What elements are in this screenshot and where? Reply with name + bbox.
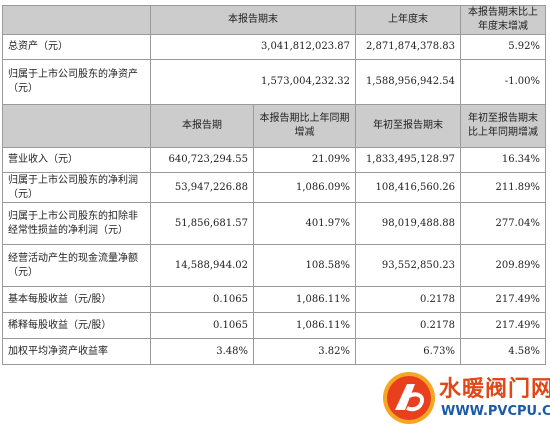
- cell-value: 640,723,294.55: [150, 147, 254, 173]
- cell-value: 5.92%: [460, 34, 546, 60]
- table-row: 加权平均净资产收益率 3.48% 3.82% 6.73% 4.58%: [2, 338, 546, 365]
- row-label: 总资产（元）: [2, 34, 151, 60]
- cell-value: 211.89%: [460, 172, 546, 203]
- cell-value: 53,947,226.88: [150, 172, 254, 203]
- row-label: 经营活动产生的现金流量净额（元）: [2, 244, 151, 287]
- cell-value: 3,041,812,023.87: [150, 34, 356, 60]
- table-row: 归属于上市公司股东的净资产（元） 1,573,004,232.32 1,588,…: [2, 59, 546, 105]
- cell-value: 1,086.11%: [253, 286, 356, 313]
- table-header-row: 本报告期 本报告期比上年同期增减 年初至报告期末 年初至报告期末比上年同期增减: [2, 104, 546, 148]
- row-label: 加权平均净资产收益率: [2, 338, 151, 365]
- header-cell: 本报告期末比上年度末增减: [460, 5, 546, 35]
- cell-value: 3.82%: [253, 338, 356, 365]
- header-empty-cell: [2, 5, 151, 35]
- cell-value: 4.58%: [460, 338, 546, 365]
- watermark-title: 水暖阀门网: [439, 377, 550, 402]
- watermark-url: WWW.PVCPU.COM: [441, 404, 550, 419]
- cell-value: 16.34%: [460, 147, 546, 173]
- table-header-row: 本报告期末 上年度末 本报告期末比上年度末增减: [2, 5, 546, 35]
- header-cell: 本报告期比上年同期增减: [253, 104, 356, 148]
- cell-value: 1,573,004,232.32: [150, 59, 356, 105]
- header-cell: 年初至报告期末: [355, 104, 461, 148]
- cell-value: 0.2178: [355, 286, 461, 313]
- header-cell: 上年度末: [355, 5, 461, 35]
- cell-value: 108,416,560.26: [355, 172, 461, 203]
- cell-value: 2,871,874,378.83: [355, 34, 461, 60]
- table-row: 总资产（元） 3,041,812,023.87 2,871,874,378.83…: [2, 34, 546, 60]
- cell-value: 217.49%: [460, 312, 546, 339]
- cell-value: 0.2178: [355, 312, 461, 339]
- pv-logo-icon: [383, 372, 435, 424]
- table-row: 经营活动产生的现金流量净额（元） 14,588,944.02 108.58% 9…: [2, 244, 546, 287]
- cell-value: -1.00%: [460, 59, 546, 105]
- cell-value: 1,086.11%: [253, 312, 356, 339]
- table-row: 基本每股收益（元/股） 0.1065 1,086.11% 0.2178 217.…: [2, 286, 546, 313]
- row-label: 归属于上市公司股东的扣除非经常性损益的净利润（元）: [2, 202, 151, 245]
- cell-value: 1,086.09%: [253, 172, 356, 203]
- table-row: 营业收入（元） 640,723,294.55 21.09% 1,833,495,…: [2, 147, 546, 173]
- cell-value: 0.1065: [150, 312, 254, 339]
- cell-value: 14,588,944.02: [150, 244, 254, 287]
- header-cell: 本报告期末: [150, 5, 356, 35]
- row-label: 基本每股收益（元/股）: [2, 286, 151, 313]
- table-row: 稀释每股收益（元/股） 0.1065 1,086.11% 0.2178 217.…: [2, 312, 546, 339]
- cell-value: 209.89%: [460, 244, 546, 287]
- cell-value: 3.48%: [150, 338, 254, 365]
- cell-value: 217.49%: [460, 286, 546, 313]
- cell-value: 51,856,681.57: [150, 202, 254, 245]
- cell-value: 6.73%: [355, 338, 461, 365]
- cell-value: 1,588,956,942.54: [355, 59, 461, 105]
- header-cell: 本报告期: [150, 104, 254, 148]
- cell-value: 21.09%: [253, 147, 356, 173]
- row-label: 归属于上市公司股东的净资产（元）: [2, 59, 151, 105]
- header-cell: 年初至报告期末比上年同期增减: [460, 104, 546, 148]
- cell-value: 0.1065: [150, 286, 254, 313]
- row-label: 归属于上市公司股东的净利润（元）: [2, 172, 151, 203]
- cell-value: 98,019,488.88: [355, 202, 461, 245]
- table-row: 归属于上市公司股东的净利润（元） 53,947,226.88 1,086.09%…: [2, 172, 546, 203]
- cell-value: 93,552,850.23: [355, 244, 461, 287]
- cell-value: 1,833,495,128.97: [355, 147, 461, 173]
- watermark: 水暖阀门网 WWW.PVCPU.COM: [381, 366, 550, 428]
- cell-value: 108.58%: [253, 244, 356, 287]
- table-row: 归属于上市公司股东的扣除非经常性损益的净利润（元） 51,856,681.57 …: [2, 202, 546, 245]
- cell-value: 401.97%: [253, 202, 356, 245]
- row-label: 稀释每股收益（元/股）: [2, 312, 151, 339]
- financial-data-table: 本报告期末 上年度末 本报告期末比上年度末增减 总资产（元） 3,041,812…: [2, 5, 546, 365]
- row-label: 营业收入（元）: [2, 147, 151, 173]
- header-empty-cell: [2, 104, 151, 148]
- cell-value: 277.04%: [460, 202, 546, 245]
